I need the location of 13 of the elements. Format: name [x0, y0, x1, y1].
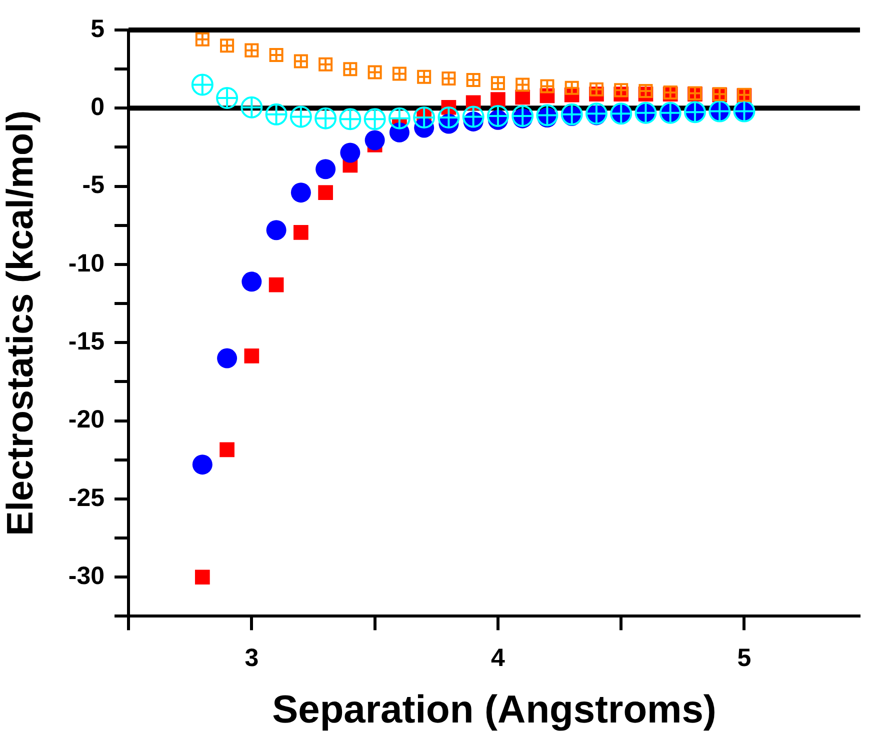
y-tick-label: 5 — [90, 14, 105, 43]
y-tick-label: -30 — [68, 562, 105, 590]
y-tick-label: -5 — [82, 171, 105, 200]
y-axis-title: Electrostatics (kcal/mol) — [0, 110, 40, 536]
y-tick-label: 0 — [90, 93, 105, 122]
y-tick-label: -10 — [68, 249, 105, 278]
x-tick-label: 3 — [244, 644, 259, 672]
y-tick-label: -15 — [68, 328, 105, 356]
y-tick-label: -20 — [68, 406, 105, 434]
x-axis-title: Separation (Angstroms) — [272, 688, 716, 732]
x-tick-label: 4 — [491, 644, 506, 672]
x-tick-label: 5 — [737, 644, 752, 672]
y-tick-label: -25 — [68, 484, 105, 512]
